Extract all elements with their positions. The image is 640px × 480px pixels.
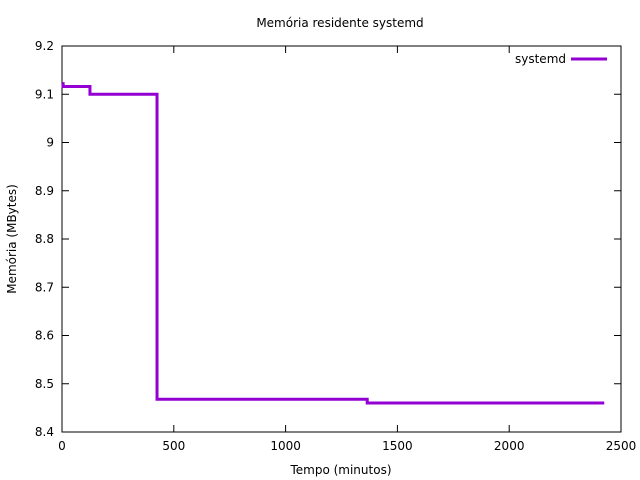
legend-label: systemd: [515, 52, 566, 66]
y-tick-label: 8.7: [35, 280, 54, 294]
x-axis-label: Tempo (minutos): [289, 463, 391, 477]
y-tick-label: 9.1: [35, 87, 54, 101]
plot-frame: [61, 45, 622, 433]
y-axis-label: Memória (MBytes): [5, 184, 19, 294]
y-tick-label: 9.2: [35, 39, 54, 53]
y-tick-label: 8.4: [35, 425, 54, 439]
axes: 0 500 1000 1500 2000 2500 8.4 8.5 8.6 8.7 8.8 8.9 9 9…: [35, 39, 636, 453]
y-tick-label: 8.9: [35, 184, 54, 198]
y-tick-label: 9: [46, 136, 54, 150]
x-tick-label: 1000: [270, 439, 301, 453]
chart-title: Memória residente systemd: [256, 16, 423, 30]
x-tick-label: 2500: [606, 439, 637, 453]
x-tick-label: 0: [58, 439, 66, 453]
x-tick-label: 2000: [494, 439, 525, 453]
y-tick-label: 8.6: [35, 329, 54, 343]
plot-series: [61, 82, 605, 405]
y-tick-label: 8.8: [35, 232, 54, 246]
x-tick-label: 500: [162, 439, 185, 453]
x-tick-label: 1500: [382, 439, 413, 453]
legend: systemd: [515, 52, 607, 66]
y-tick-label: 8.5: [35, 377, 54, 391]
series-line-systemd: [61, 82, 605, 405]
